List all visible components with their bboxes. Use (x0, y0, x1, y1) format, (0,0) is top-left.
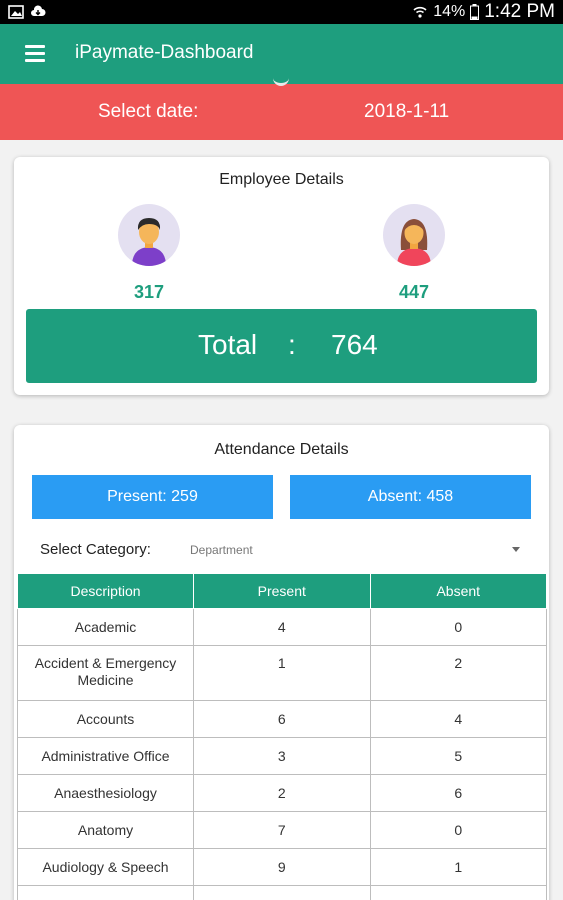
total-employees-bar: Total : 764 (26, 309, 537, 383)
male-avatar-icon (118, 204, 180, 266)
row-absent: 4 (369, 700, 547, 738)
column-header-absent: Absent (369, 573, 547, 609)
row-present: 4 (193, 608, 371, 646)
row-present: 6 (193, 700, 371, 738)
column-header-description: Description (17, 573, 194, 609)
row-description: Anatomy (17, 811, 194, 849)
row-absent: 0 (369, 811, 547, 849)
clock: 1:42 PM (484, 1, 555, 22)
row-absent (369, 885, 547, 900)
row-present: 3 (193, 737, 371, 775)
row-description: Administrative Office (17, 737, 194, 775)
row-absent: 2 (369, 645, 547, 701)
column-header-present: Present (193, 573, 371, 609)
battery-icon (470, 4, 480, 20)
present-button[interactable]: Present: 259 (32, 475, 273, 519)
row-description: Audiology & Speech (17, 848, 194, 886)
table-row (17, 885, 547, 900)
category-selected-value: Department (190, 543, 253, 557)
table-row: Accident & Emergency Medicine 1 2 (17, 645, 547, 701)
absent-button[interactable]: Absent: 458 (290, 475, 531, 519)
app-title: iPaymate-Dashboard (75, 42, 254, 63)
attendance-details-card: Attendance Details Present: 259 Absent: … (14, 425, 549, 900)
table-row: Administrative Office 3 5 (17, 737, 547, 775)
row-present (193, 885, 371, 900)
category-label: Select Category: (40, 541, 151, 558)
row-absent: 5 (369, 737, 547, 775)
female-avatar-icon (383, 204, 445, 266)
date-label: Select date: (98, 101, 199, 122)
table-row: Anatomy 7 0 (17, 811, 547, 849)
employee-details-title: Employee Details (219, 171, 344, 188)
date-selector-bar: Select date: 2018-1-11 (0, 84, 563, 140)
total-label: Total (198, 329, 258, 360)
date-value[interactable]: 2018-1-11 (364, 101, 450, 122)
row-absent: 0 (369, 608, 547, 646)
attendance-table: Description Present Absent Academic 4 0 … (17, 573, 547, 900)
table-row: Audiology & Speech 9 1 (17, 848, 547, 886)
row-absent: 1 (369, 848, 547, 886)
table-row: Accounts 6 4 (17, 700, 547, 738)
app-bar: iPaymate-Dashboard (0, 24, 563, 84)
female-count: 447 (398, 282, 430, 302)
battery-percentage: 14% (433, 3, 466, 20)
dropdown-arrow-icon (512, 547, 520, 552)
decorative-notch (273, 78, 289, 86)
total-value: 764 (331, 329, 378, 360)
row-description: Accounts (17, 700, 194, 738)
row-absent: 6 (369, 774, 547, 812)
row-present: 9 (193, 848, 371, 886)
row-present: 2 (193, 774, 371, 812)
row-description: Accident & Emergency Medicine (17, 645, 194, 701)
employee-details-card: Employee Details 317 447 Total : 764 (14, 157, 549, 395)
hamburger-menu-icon[interactable] (25, 45, 45, 62)
status-bar: 14% 1:42 PM (0, 0, 563, 24)
table-header-row: Description Present Absent (17, 573, 547, 609)
row-description: Anaesthesiology (17, 774, 194, 812)
category-dropdown[interactable]: Department (190, 535, 520, 565)
row-description: Academic (17, 608, 194, 646)
cloud-download-icon (31, 5, 46, 16)
row-present: 7 (193, 811, 371, 849)
attendance-details-title: Attendance Details (214, 441, 349, 458)
wifi-icon (413, 6, 427, 18)
image-icon (8, 5, 24, 19)
table-row: Academic 4 0 (17, 608, 547, 646)
total-separator: : (288, 329, 296, 360)
male-count: 317 (133, 282, 165, 302)
table-row: Anaesthesiology 2 6 (17, 774, 547, 812)
row-present: 1 (193, 645, 371, 701)
row-description (17, 885, 194, 900)
